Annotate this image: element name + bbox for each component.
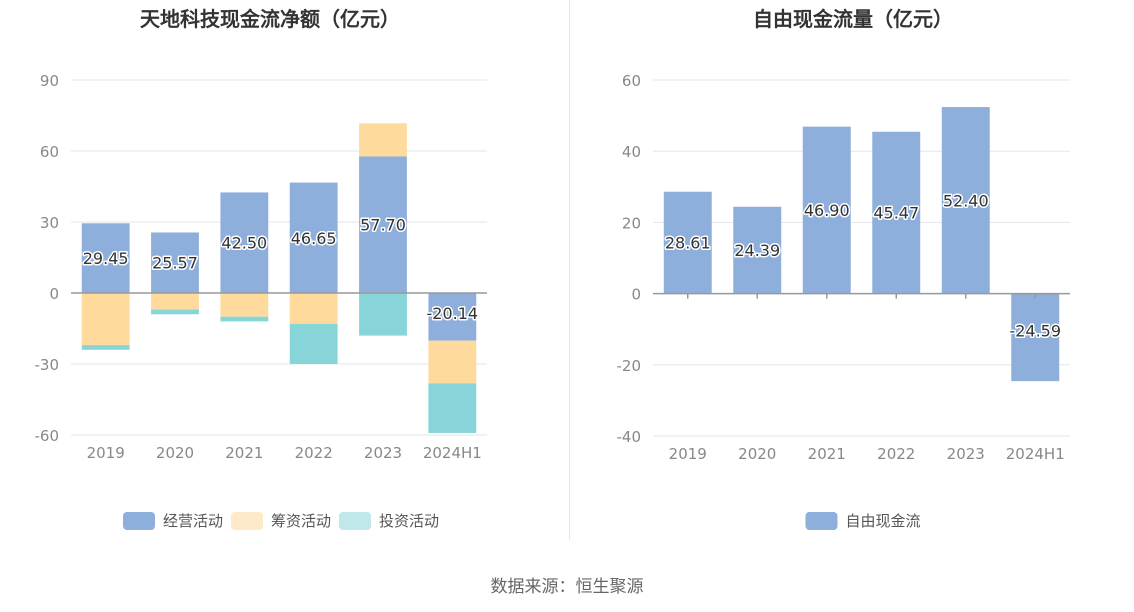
chart-title: 天地科技现金流净额（亿元）	[140, 7, 400, 31]
bar	[220, 192, 269, 293]
x-tick-label: 2024H1	[423, 444, 482, 462]
bar	[151, 309, 199, 315]
x-tick-label: 2022	[877, 445, 915, 463]
panel-divider	[569, 0, 570, 540]
legend-label: 筹资活动	[271, 512, 331, 530]
bar	[872, 131, 921, 294]
data-label: 57.70	[360, 216, 406, 235]
cash-flow-net-chart: 天地科技现金流净额（亿元） 90 60 30 0 -30 -60 2019 2020 2021…	[35, 7, 487, 530]
bar	[359, 156, 407, 293]
data-label: 42.50	[221, 234, 267, 253]
legend-swatch	[123, 512, 155, 530]
data-source: 数据来源：恒生聚源	[490, 577, 644, 597]
data-label: 46.90	[804, 201, 850, 220]
bar	[428, 383, 477, 433]
data-label: 52.40	[943, 191, 989, 210]
y-tick-label: 30	[40, 214, 59, 232]
legend[interactable]: 自由现金流	[805, 512, 921, 530]
free-cash-flow-chart: 自由现金流量（亿元） 60 40 20 0 -20 -40 2019 2020 2021 202…	[617, 7, 1070, 530]
x-tick-label: 2023	[364, 444, 402, 462]
bars	[663, 107, 1060, 382]
bar	[151, 293, 199, 310]
data-label: 25.57	[152, 254, 198, 273]
legend-swatch	[339, 512, 371, 530]
bar	[220, 316, 269, 322]
data-label: 29.45	[83, 249, 129, 268]
data-label: -24.59	[1009, 321, 1061, 340]
bar	[81, 223, 130, 293]
x-tick-label: 2021	[808, 445, 846, 463]
legend[interactable]: 经营活动 筹资活动 投资活动	[123, 512, 439, 530]
legend-label: 经营活动	[163, 512, 223, 530]
data-labels: 28.61 24.39 46.90 45.47 52.40 -24.59	[663, 190, 1062, 342]
bar	[733, 206, 782, 294]
bar	[428, 340, 477, 384]
y-tick-labels: 90 60 30 0 -30 -60	[35, 72, 60, 445]
legend-swatch	[231, 512, 263, 530]
y-grid	[653, 79, 1070, 437]
x-tick-label: 2024H1	[1006, 445, 1065, 463]
y-tick-label: -40	[617, 428, 642, 446]
x-tick-label: 2019	[87, 444, 125, 462]
bar	[81, 345, 130, 350]
y-tick-label: 0	[631, 286, 641, 304]
bar	[359, 123, 407, 157]
y-tick-label: -60	[35, 427, 60, 445]
data-label: 24.39	[734, 241, 780, 260]
chart-title: 自由现金流量（亿元）	[753, 7, 953, 31]
legend-label: 投资活动	[379, 512, 439, 530]
data-label: 46.65	[291, 229, 337, 248]
x-tick-labels: 2019 2020 2021 2022 2023 2024H1	[669, 293, 1065, 463]
bar	[359, 293, 407, 336]
data-labels: 29.45 25.57 42.50 46.65 57.70 -20.14	[81, 214, 479, 324]
data-label: 28.61	[665, 234, 711, 253]
legend-label: 自由现金流	[846, 512, 921, 530]
x-tick-label: 2019	[669, 445, 707, 463]
y-grid	[71, 79, 487, 436]
x-tick-label: 2021	[225, 444, 263, 462]
legend-swatch	[805, 512, 838, 530]
y-tick-label: -20	[617, 357, 642, 375]
bar	[428, 293, 477, 341]
bar	[151, 232, 199, 293]
y-tick-label: 90	[40, 72, 59, 90]
y-tick-labels: 60 40 20 0 -20 -40	[617, 72, 642, 446]
bars	[81, 123, 477, 433]
y-tick-label: 20	[622, 214, 641, 232]
bar	[663, 191, 712, 294]
bar	[81, 293, 130, 346]
x-tick-label: 2023	[947, 445, 985, 463]
x-tick-label: 2020	[156, 444, 194, 462]
x-tick-labels: 2019 2020 2021 2022 2023 2024H1	[87, 444, 482, 462]
bar	[1011, 293, 1060, 382]
y-tick-label: 40	[622, 143, 641, 161]
bar	[289, 182, 338, 293]
data-label: -20.14	[427, 304, 479, 323]
y-tick-label: 60	[40, 143, 59, 161]
y-tick-label: 60	[622, 72, 641, 90]
x-tick-label: 2020	[738, 445, 776, 463]
bar	[802, 126, 851, 294]
bar	[289, 323, 338, 364]
bar	[220, 293, 269, 317]
x-tick-label: 2022	[295, 444, 333, 462]
bar	[289, 293, 338, 324]
y-tick-label: -30	[35, 356, 60, 374]
y-tick-label: 0	[49, 285, 59, 303]
data-label: 45.47	[873, 204, 919, 223]
bar	[941, 107, 990, 294]
